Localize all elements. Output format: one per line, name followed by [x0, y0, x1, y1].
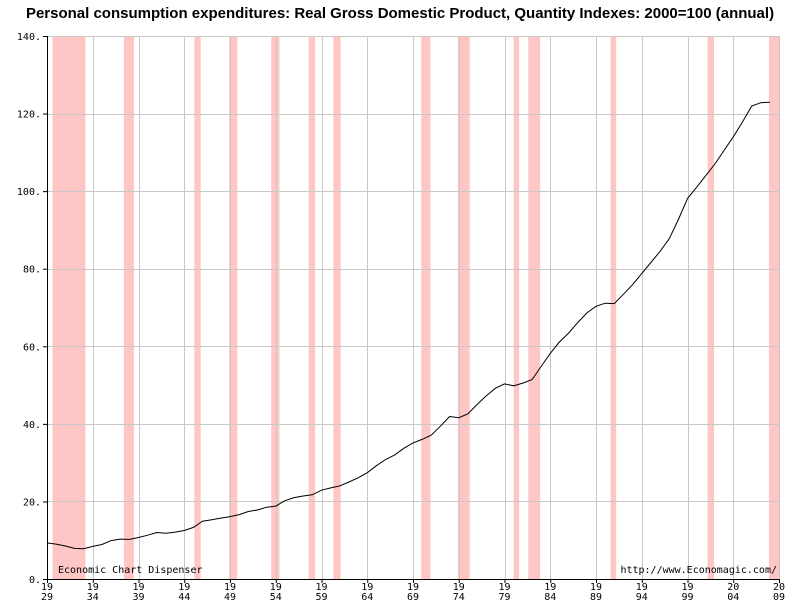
x-tick-label-top-1969: 19	[407, 582, 419, 593]
y-tick-label-120: 120.	[17, 110, 41, 121]
recession-band-3	[229, 36, 238, 579]
x-tick-label-bottom-1964: 64	[361, 592, 373, 600]
x-tick-label-top-1989: 19	[590, 582, 602, 593]
y-tick-labels: 0. 20. 40. 60. 80. 100. 120. 140.	[17, 32, 47, 586]
recession-band-8	[457, 36, 470, 579]
x-tick-label-top-1954: 19	[270, 582, 282, 593]
x-tick-label-bottom-1954: 54	[270, 592, 282, 600]
x-tick-label-top-1994: 19	[636, 582, 648, 593]
x-tick-label-top-1964: 19	[361, 582, 373, 593]
x-tick-label-bottom-1984: 84	[544, 592, 556, 600]
x-tick-label-bottom-2009: 09	[773, 592, 785, 600]
recession-bands	[52, 36, 779, 579]
x-tick-label-top-1949: 19	[224, 582, 236, 593]
recession-band-9	[513, 36, 520, 579]
x-tick-label-top-1929: 19	[41, 582, 53, 593]
recession-band-12	[707, 36, 715, 579]
x-tick-label-top-1934: 19	[87, 582, 99, 593]
gridlines	[47, 36, 780, 580]
x-tick-label-top-2009: 20	[773, 582, 785, 593]
credit-right: http://www.Economagic.com/	[620, 565, 777, 576]
y-tick-label-40: 40.	[23, 420, 41, 431]
recession-band-7	[421, 36, 431, 579]
recession-band-0	[52, 36, 86, 579]
x-tick-label-bottom-1974: 74	[453, 592, 465, 600]
x-tick-label-bottom-1934: 34	[87, 592, 99, 600]
y-tick-label-20: 20.	[23, 497, 41, 508]
x-tick-label-bottom-2004: 04	[727, 592, 739, 600]
chart-title: Personal consumption expenditures: Real …	[25, 5, 775, 22]
y-tick-label-0: 0.	[29, 575, 41, 586]
x-tick-label-bottom-1989: 89	[590, 592, 602, 600]
y-tick-label-80: 80.	[23, 265, 41, 276]
x-tick-label-bottom-1949: 49	[224, 592, 236, 600]
recession-band-10	[528, 36, 541, 579]
recession-band-1	[123, 36, 134, 579]
series-line-consumption	[46, 101, 770, 550]
recession-band-13	[768, 36, 779, 579]
x-tick-label-bottom-1999: 99	[681, 592, 693, 600]
x-tick-label-top-1959: 19	[315, 582, 327, 593]
y-tick-label-100: 100.	[17, 187, 41, 198]
y-tick-label-60: 60.	[23, 342, 41, 353]
x-tick-labels: 1929193419391944194919541959196419691974…	[41, 579, 785, 600]
x-tick-label-top-1979: 19	[498, 582, 510, 593]
x-tick-label-top-1939: 19	[132, 582, 144, 593]
recession-band-4	[271, 36, 280, 579]
recession-band-5	[308, 36, 316, 579]
y-tick-label-140: 140.	[17, 32, 41, 43]
x-tick-label-bottom-1939: 39	[132, 592, 144, 600]
x-tick-label-top-1984: 19	[544, 582, 556, 593]
recession-band-2	[194, 36, 201, 579]
x-tick-label-bottom-1994: 94	[636, 592, 648, 600]
recession-band-6	[333, 36, 341, 579]
x-tick-label-top-2004: 20	[727, 582, 739, 593]
x-tick-label-top-1999: 19	[681, 582, 693, 593]
x-tick-label-bottom-1944: 44	[178, 592, 190, 600]
credit-left: Economic Chart Dispenser	[58, 565, 203, 576]
x-tick-label-bottom-1979: 79	[498, 592, 510, 600]
x-tick-label-bottom-1929: 29	[41, 592, 53, 600]
x-tick-label-top-1944: 19	[178, 582, 190, 593]
x-tick-label-bottom-1969: 69	[407, 592, 419, 600]
x-tick-label-bottom-1959: 59	[315, 592, 327, 600]
axes	[44, 36, 779, 582]
x-tick-label-top-1974: 19	[453, 582, 465, 593]
recession-band-11	[610, 36, 617, 579]
